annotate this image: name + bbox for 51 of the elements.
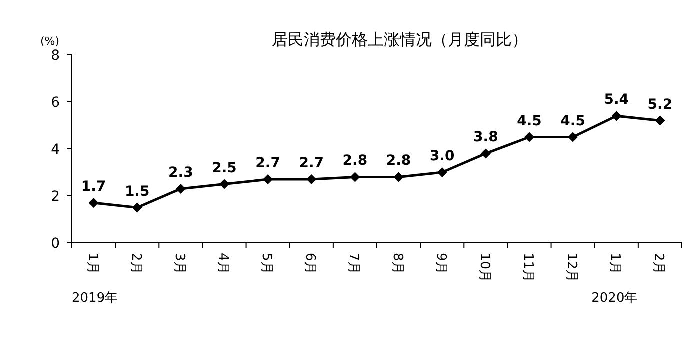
x-tick-label: 12月 (564, 253, 580, 283)
data-label: 3.8 (474, 130, 498, 146)
data-label: 2.5 (212, 160, 237, 176)
point (176, 184, 186, 194)
y-axis-title: (%) (40, 35, 60, 48)
x-tick-label: 7月 (346, 253, 362, 274)
point (568, 132, 578, 142)
x-tick-label: 3月 (172, 253, 187, 274)
data-label: 4.5 (517, 113, 542, 130)
point (655, 116, 666, 126)
data-label: 2.3 (168, 164, 194, 181)
point (350, 172, 360, 182)
data-label: 4.5 (560, 113, 586, 130)
point (220, 179, 230, 190)
point (437, 168, 448, 178)
data-label: 5.2 (648, 96, 673, 113)
y-tick-label: 4 (51, 142, 60, 158)
point (88, 198, 99, 208)
x-tick-label: 9月 (433, 253, 448, 274)
data-label: 2.7 (299, 156, 324, 172)
data-label: 2.8 (386, 153, 412, 170)
x-tick-label: 11月 (520, 253, 536, 283)
data-label: 1.7 (81, 179, 106, 196)
data-label: 2.8 (342, 153, 368, 170)
x-tick-label: 6月 (302, 253, 318, 274)
x-tick-label: 2月 (128, 253, 144, 274)
chart-title: 居民消费价格上涨情况（月度同比） (272, 30, 528, 49)
y-tick-label: 2 (51, 189, 60, 205)
data-label: 2.7 (256, 156, 280, 172)
point (394, 172, 404, 182)
point (612, 111, 622, 122)
data-label: 5.4 (604, 92, 630, 108)
x-tick-label: 2月 (651, 253, 666, 274)
x-tick-label: 1月 (608, 253, 623, 274)
y-tick-label: 0 (51, 236, 60, 252)
x-tick-label: 8月 (390, 253, 405, 274)
x-tick-label: 10月 (476, 253, 492, 283)
x-tick-label: 4月 (216, 253, 230, 274)
x-tick-label: 1月 (84, 253, 100, 274)
data-label: 3.0 (430, 148, 456, 164)
text: 2020年 (592, 291, 638, 306)
text: 2019年 (72, 291, 118, 306)
y-tick-label: 6 (51, 95, 60, 111)
data-label: 1.5 (124, 184, 150, 200)
y-tick-label: 8 (51, 48, 60, 64)
point (480, 148, 491, 159)
point (524, 132, 534, 142)
point (263, 174, 274, 185)
point (306, 174, 317, 185)
point (132, 202, 142, 213)
x-tick-label: 5月 (259, 253, 274, 274)
